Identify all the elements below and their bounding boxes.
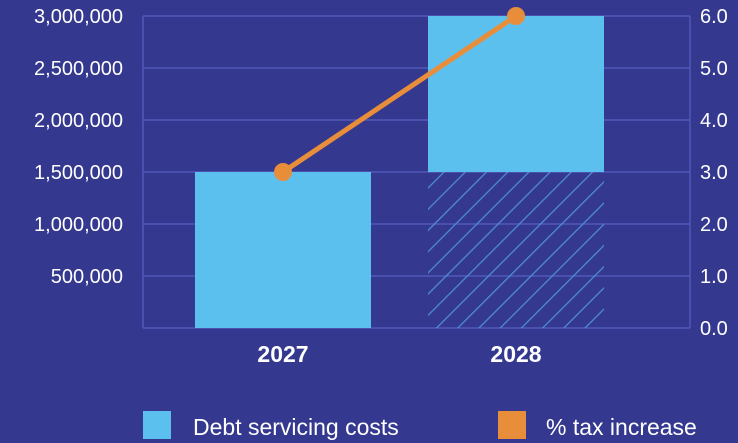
right-tick-label: 0.0 <box>700 318 728 340</box>
left-tick-label: 500,000 <box>51 266 123 288</box>
bar-hatched-segment-2028 <box>428 172 604 328</box>
left-tick-label: 1,000,000 <box>34 214 123 236</box>
category-label-2027: 2027 <box>257 341 308 367</box>
legend: Debt servicing costs % tax increase <box>143 411 697 440</box>
right-tick-label: 5.0 <box>700 58 728 80</box>
left-tick-label: 2,500,000 <box>34 58 123 80</box>
tax-increase-point-2028 <box>507 7 525 25</box>
line-series <box>274 7 525 181</box>
left-tick-label: 3,000,000 <box>34 6 123 28</box>
tax-increase-line <box>281 13 518 175</box>
right-tick-label: 6.0 <box>700 6 728 28</box>
right-tick-label: 3.0 <box>700 162 728 184</box>
legend-label: Debt servicing costs <box>193 414 399 440</box>
category-label-2028: 2028 <box>490 341 541 367</box>
left-tick-label: 1,500,000 <box>34 162 123 184</box>
legend-swatch <box>498 411 526 439</box>
right-tick-label: 4.0 <box>700 110 728 132</box>
legend-swatch <box>143 411 171 439</box>
right-tick-label: 2.0 <box>700 214 728 236</box>
axes: 500,000 1,000,000 1,500,000 2,000,000 2,500,… <box>34 6 728 367</box>
left-tick-label: 2,000,000 <box>34 110 123 132</box>
bar-2028 <box>428 16 604 172</box>
bars <box>195 16 604 328</box>
legend-label: % tax increase <box>546 414 697 440</box>
right-tick-label: 1.0 <box>700 266 728 288</box>
bar-2027 <box>195 172 371 328</box>
tax-increase-point-2027 <box>274 163 292 181</box>
